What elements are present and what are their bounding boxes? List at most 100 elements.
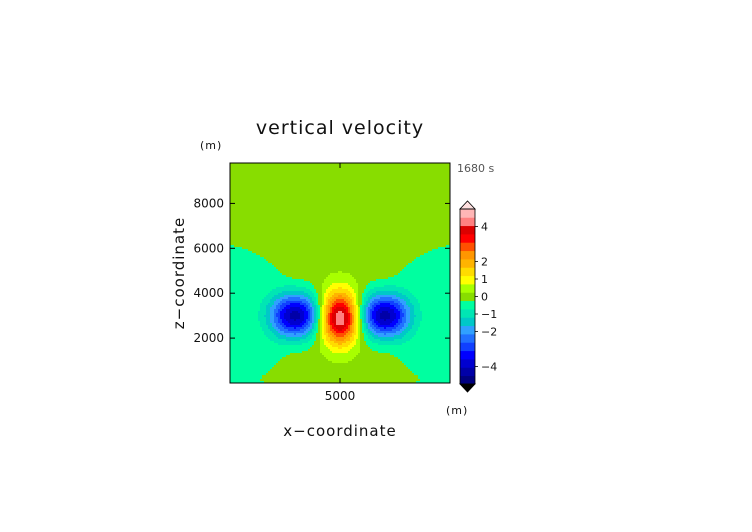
heatmap-cell	[320, 195, 323, 198]
heatmap-cell	[308, 201, 311, 204]
heatmap-cell	[408, 213, 411, 216]
heatmap-cell	[358, 177, 361, 180]
heatmap-cell	[238, 241, 241, 244]
heatmap-cell	[260, 217, 263, 220]
heatmap-cell	[412, 197, 415, 200]
heatmap-cell	[260, 189, 263, 192]
heatmap-cell	[432, 215, 435, 218]
heatmap-cell	[272, 245, 275, 248]
heatmap-cell	[312, 233, 315, 236]
heatmap-cell	[332, 203, 335, 206]
heatmap-cell	[374, 165, 377, 168]
heatmap-cell	[366, 211, 369, 214]
heatmap-cell	[432, 247, 435, 250]
heatmap-cell	[284, 181, 287, 184]
heatmap-cell	[370, 203, 373, 206]
heatmap-cell	[426, 227, 429, 230]
heatmap-cell	[314, 221, 317, 224]
heatmap-cell	[256, 211, 259, 214]
heatmap-cell	[316, 201, 319, 204]
heatmap-cell	[360, 167, 363, 170]
heatmap-cell	[430, 167, 433, 170]
heatmap-cell	[384, 245, 387, 248]
heatmap-cell	[294, 173, 297, 176]
heatmap-cell	[302, 237, 305, 240]
heatmap-cell	[390, 189, 393, 192]
heatmap-cell	[430, 175, 433, 178]
heatmap-cell	[342, 199, 345, 202]
heatmap-cell	[280, 197, 283, 200]
heatmap-cell	[300, 219, 303, 222]
heatmap-cell	[426, 247, 429, 250]
heatmap-cell	[422, 223, 425, 226]
heatmap-cell	[276, 209, 279, 212]
heatmap-cell	[426, 235, 429, 238]
heatmap-cell	[410, 181, 413, 184]
heatmap-cell	[360, 183, 363, 186]
heatmap-cell	[406, 183, 409, 186]
heatmap-cell	[332, 181, 335, 184]
heatmap-cell	[362, 195, 365, 198]
heatmap-cell	[344, 221, 347, 224]
heatmap-cell	[342, 227, 345, 230]
heatmap-cell	[412, 165, 415, 168]
heatmap-cell	[364, 187, 367, 190]
heatmap-cell	[358, 227, 361, 230]
heatmap-cell	[248, 173, 251, 176]
heatmap-cell	[238, 227, 241, 230]
heatmap-cell	[436, 179, 439, 182]
heatmap-cell	[348, 233, 351, 236]
heatmap-cell	[238, 249, 241, 252]
heatmap-cell	[296, 233, 299, 236]
heatmap-cell	[324, 173, 327, 176]
heatmap-cell	[304, 175, 307, 178]
heatmap-cell	[246, 203, 249, 206]
heatmap-cell	[260, 221, 263, 224]
heatmap-cell	[330, 171, 333, 174]
heatmap-cell	[346, 243, 349, 246]
heatmap-cell	[344, 183, 347, 186]
heatmap-cell	[276, 185, 279, 188]
heatmap-cell	[398, 251, 401, 254]
heatmap-cell	[448, 219, 450, 222]
heatmap-cell	[424, 169, 427, 172]
heatmap-cell	[326, 223, 329, 226]
heatmap-cell	[356, 179, 359, 182]
heatmap-cell	[358, 249, 361, 252]
heatmap-cell	[432, 199, 435, 202]
heatmap-cell	[330, 165, 333, 168]
heatmap-cell	[404, 163, 407, 166]
heatmap-cell	[256, 171, 259, 174]
heatmap-cell	[362, 183, 365, 186]
heatmap-cell	[230, 237, 233, 240]
heatmap-cell	[386, 185, 389, 188]
heatmap-cell	[328, 231, 331, 234]
heatmap-cell	[364, 221, 367, 224]
heatmap-cell	[332, 163, 335, 166]
heatmap-cell	[368, 183, 371, 186]
heatmap-cell	[422, 233, 425, 236]
heatmap-cell	[442, 189, 445, 192]
heatmap-cell	[386, 163, 389, 166]
heatmap-cell	[440, 165, 443, 168]
heatmap-cell	[372, 221, 375, 224]
heatmap-cell	[386, 231, 389, 234]
heatmap-cell	[312, 189, 315, 192]
heatmap-cell	[418, 231, 421, 234]
heatmap-cell	[442, 203, 445, 206]
heatmap-cell	[368, 225, 371, 228]
heatmap-cell	[286, 239, 289, 242]
heatmap-cell	[316, 251, 319, 254]
heatmap-cell	[402, 189, 405, 192]
heatmap-cell	[284, 227, 287, 230]
heatmap-cell	[244, 223, 247, 226]
heatmap-cell	[400, 169, 403, 172]
heatmap-cell	[336, 193, 339, 196]
heatmap-cell	[290, 197, 293, 200]
heatmap-cell	[286, 227, 289, 230]
heatmap-cell	[356, 195, 359, 198]
heatmap-cell	[390, 191, 393, 194]
heatmap-cell	[252, 165, 255, 168]
heatmap-cell	[390, 193, 393, 196]
heatmap-cell	[448, 185, 450, 188]
